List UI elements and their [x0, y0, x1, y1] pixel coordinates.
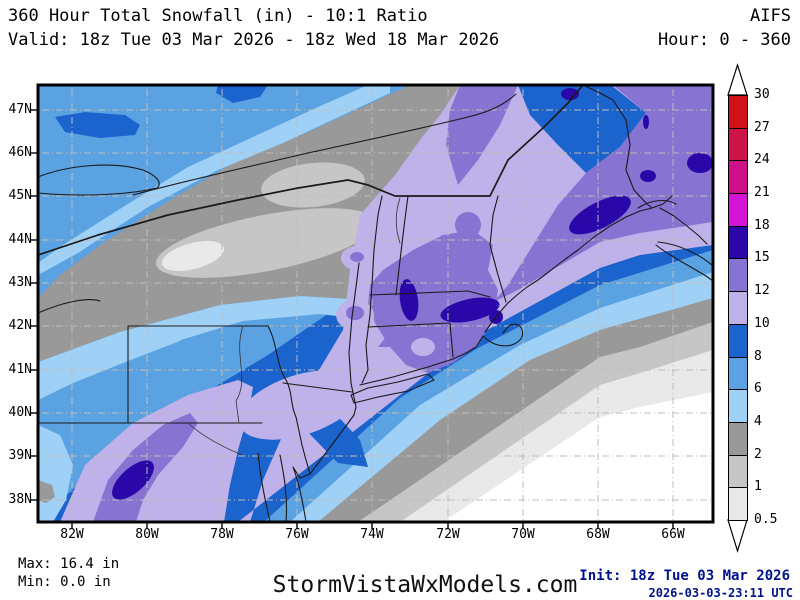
colorbar-segment-27 — [728, 127, 748, 162]
min-value: Min: 0.0 in — [18, 574, 111, 590]
colorbar-segment-10 — [728, 323, 748, 358]
colorbar-segment-24 — [728, 160, 748, 195]
colorbar-label-15: 15 — [754, 250, 770, 266]
lat-label-38N: 38N — [8, 492, 32, 507]
map-fills — [38, 85, 713, 522]
colorbar-segment-30 — [728, 95, 748, 129]
colorbar-label-6: 6 — [754, 381, 762, 397]
colorbar-label-30: 30 — [754, 87, 770, 102]
hour-range: Hour: 0 - 360 — [657, 30, 791, 50]
coastline-and-borders — [38, 85, 713, 522]
lat-label-44N: 44N — [8, 232, 32, 247]
lon-label-74W: 74W — [360, 527, 384, 542]
lon-label-66W: 66W — [661, 527, 685, 542]
colorbar-segment-8 — [728, 356, 748, 391]
valid-range: Valid: 18z Tue 03 Mar 2026 - 18z Wed 18 … — [8, 30, 500, 50]
model-name: AIFS — [750, 6, 791, 26]
colorbar-segment-2 — [728, 454, 748, 489]
colorbar-label-8: 8 — [754, 348, 762, 364]
max-value: Max: 16.4 in — [18, 556, 120, 572]
colorbar-overflow-arrow-down — [727, 519, 748, 554]
colorbar-label-27: 27 — [754, 119, 770, 135]
page-title: 360 Hour Total Snowfall (in) - 10:1 Rati… — [8, 6, 428, 26]
colorbar-label-1: 1 — [754, 479, 762, 495]
lat-label-40N: 40N — [8, 405, 32, 420]
lat-label-47N: 47N — [8, 102, 32, 117]
colorbar-label-21: 21 — [754, 185, 770, 201]
colorbar-overflow-arrow-up — [727, 63, 748, 96]
generated-timestamp: 2026-03-03-23:11 UTC — [648, 586, 794, 600]
colorbar-label-2: 2 — [754, 446, 762, 462]
watermark: StormVistaWxModels.com — [272, 572, 578, 598]
colorbar-label-18: 18 — [754, 217, 770, 233]
lat-label-42N: 42N — [8, 318, 32, 333]
colorbar-segment-1 — [728, 487, 748, 521]
lat-label-46N: 46N — [8, 145, 32, 160]
map-border — [36, 83, 715, 524]
lon-label-82W: 82W — [60, 527, 84, 542]
axis-ticks — [31, 109, 674, 529]
colorbar-label-10: 10 — [754, 315, 770, 331]
colorbar-segment-21 — [728, 193, 748, 227]
lon-label-72W: 72W — [436, 527, 460, 542]
colorbar-segment-12 — [728, 291, 748, 325]
lat-label-45N: 45N — [8, 188, 32, 203]
lat-label-43N: 43N — [8, 275, 32, 290]
colorbar-label-24: 24 — [754, 152, 770, 168]
lon-label-68W: 68W — [586, 527, 610, 542]
colorbar-label-4: 4 — [754, 413, 762, 429]
lon-label-80W: 80W — [135, 527, 159, 542]
colorbar-segment-4 — [728, 421, 748, 456]
init-time: Init: 18z Tue 03 Mar 2026 — [579, 568, 790, 584]
colorbar-segment-15 — [728, 258, 748, 293]
colorbar-segment-6 — [728, 389, 748, 423]
lat-label-41N: 41N — [8, 362, 32, 377]
lon-label-70W: 70W — [511, 527, 535, 542]
lon-label-78W: 78W — [210, 527, 234, 542]
lat-label-39N: 39N — [8, 448, 32, 463]
colorbar-label-0.5: 0.5 — [754, 511, 778, 527]
colorbar-segment-18 — [728, 225, 748, 260]
lon-label-76W: 76W — [285, 527, 309, 542]
colorbar-label-12: 12 — [754, 283, 770, 299]
